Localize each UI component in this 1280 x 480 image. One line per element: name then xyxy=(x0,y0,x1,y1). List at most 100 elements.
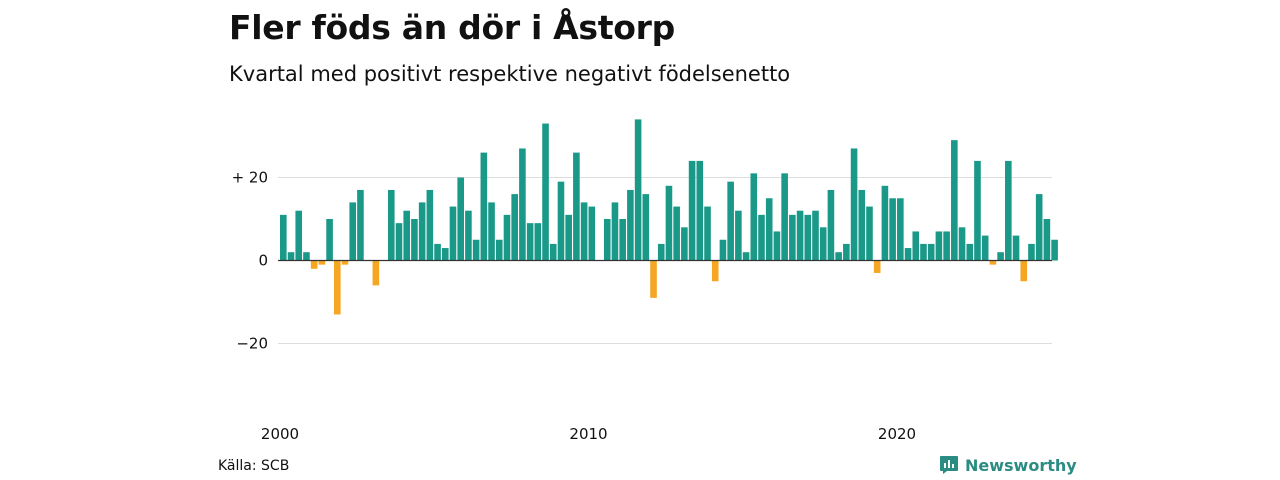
bar xyxy=(418,202,426,261)
bar xyxy=(1051,239,1058,261)
bar xyxy=(287,252,295,261)
bar xyxy=(858,189,866,261)
bar xyxy=(619,219,626,261)
bar xyxy=(665,185,673,261)
bar xyxy=(843,243,850,261)
bar xyxy=(727,181,734,261)
bar xyxy=(796,210,804,261)
bar xyxy=(881,185,889,261)
x-tick-label: 2000 xyxy=(261,425,299,443)
chart-title: Fler föds än dör i Åstorp xyxy=(229,8,675,47)
bar xyxy=(750,173,758,261)
bar xyxy=(549,243,557,261)
bar xyxy=(943,231,950,261)
bar xyxy=(634,119,642,261)
bar xyxy=(310,260,318,269)
bar xyxy=(758,214,765,261)
bar xyxy=(657,243,665,261)
bar xyxy=(1035,194,1043,261)
bar xyxy=(912,231,920,261)
bar xyxy=(742,252,750,261)
bar xyxy=(812,210,819,261)
bar xyxy=(472,239,480,261)
bar xyxy=(958,227,966,261)
bar xyxy=(280,214,287,261)
bar xyxy=(534,223,542,261)
bar xyxy=(403,210,411,261)
bar xyxy=(835,252,842,261)
bar xyxy=(557,181,565,261)
bar xyxy=(349,202,357,261)
bar xyxy=(735,210,742,261)
bar xyxy=(573,152,580,261)
y-tick-label: −20 xyxy=(236,335,268,353)
bar xyxy=(1005,160,1012,261)
bar xyxy=(866,206,873,261)
bar xyxy=(688,160,696,261)
bar xyxy=(765,198,773,261)
y-tick-label: 0 xyxy=(258,252,268,270)
bar xyxy=(951,140,958,261)
bar xyxy=(580,202,588,261)
bar xyxy=(781,173,788,261)
bar xyxy=(704,206,711,261)
bar xyxy=(627,189,634,261)
bar xyxy=(1020,260,1028,282)
x-tick-label: 2020 xyxy=(878,425,916,443)
bar xyxy=(1028,243,1035,261)
bar xyxy=(542,123,549,261)
bar xyxy=(434,243,441,261)
bar xyxy=(495,239,503,261)
bar xyxy=(303,252,310,261)
bar xyxy=(804,214,812,261)
bar xyxy=(920,243,927,261)
newsworthy-logo-icon xyxy=(940,456,958,474)
bar xyxy=(295,210,303,261)
bar xyxy=(603,219,611,261)
bar xyxy=(387,189,395,261)
bar xyxy=(333,260,341,315)
bar xyxy=(773,231,781,261)
bar xyxy=(889,198,896,261)
bar xyxy=(850,148,858,261)
bar xyxy=(441,248,449,261)
bar xyxy=(873,260,881,273)
bar xyxy=(395,223,403,261)
x-tick-label: 2010 xyxy=(569,425,607,443)
bar xyxy=(966,243,974,261)
bar xyxy=(411,219,418,261)
bar xyxy=(526,223,534,261)
bar xyxy=(519,148,526,261)
bar xyxy=(341,260,349,265)
bar xyxy=(897,198,904,261)
bar xyxy=(503,214,511,261)
bar xyxy=(642,194,650,261)
bar xyxy=(789,214,796,261)
bar xyxy=(326,219,333,261)
bar xyxy=(827,189,835,261)
bar xyxy=(449,206,457,261)
bar xyxy=(488,202,495,261)
bar xyxy=(681,227,688,261)
bar xyxy=(819,227,827,261)
source-note: Källa: SCB xyxy=(218,458,290,474)
bar xyxy=(904,248,912,261)
bar xyxy=(457,177,464,261)
bar xyxy=(974,160,981,261)
bar xyxy=(981,235,989,261)
brand-logo: Newsworthy xyxy=(939,455,1077,475)
bar xyxy=(1043,219,1051,261)
chart-subtitle: Kvartal med positivt respektive negativt… xyxy=(229,62,791,86)
bar xyxy=(935,231,943,261)
bar xyxy=(673,206,680,261)
bar xyxy=(997,252,1004,261)
bar xyxy=(650,260,657,298)
bar xyxy=(565,214,572,261)
bar xyxy=(318,260,326,265)
bar xyxy=(465,210,472,261)
bar xyxy=(372,260,380,286)
bar xyxy=(1012,235,1020,261)
bar xyxy=(480,152,488,261)
bar xyxy=(357,189,364,261)
